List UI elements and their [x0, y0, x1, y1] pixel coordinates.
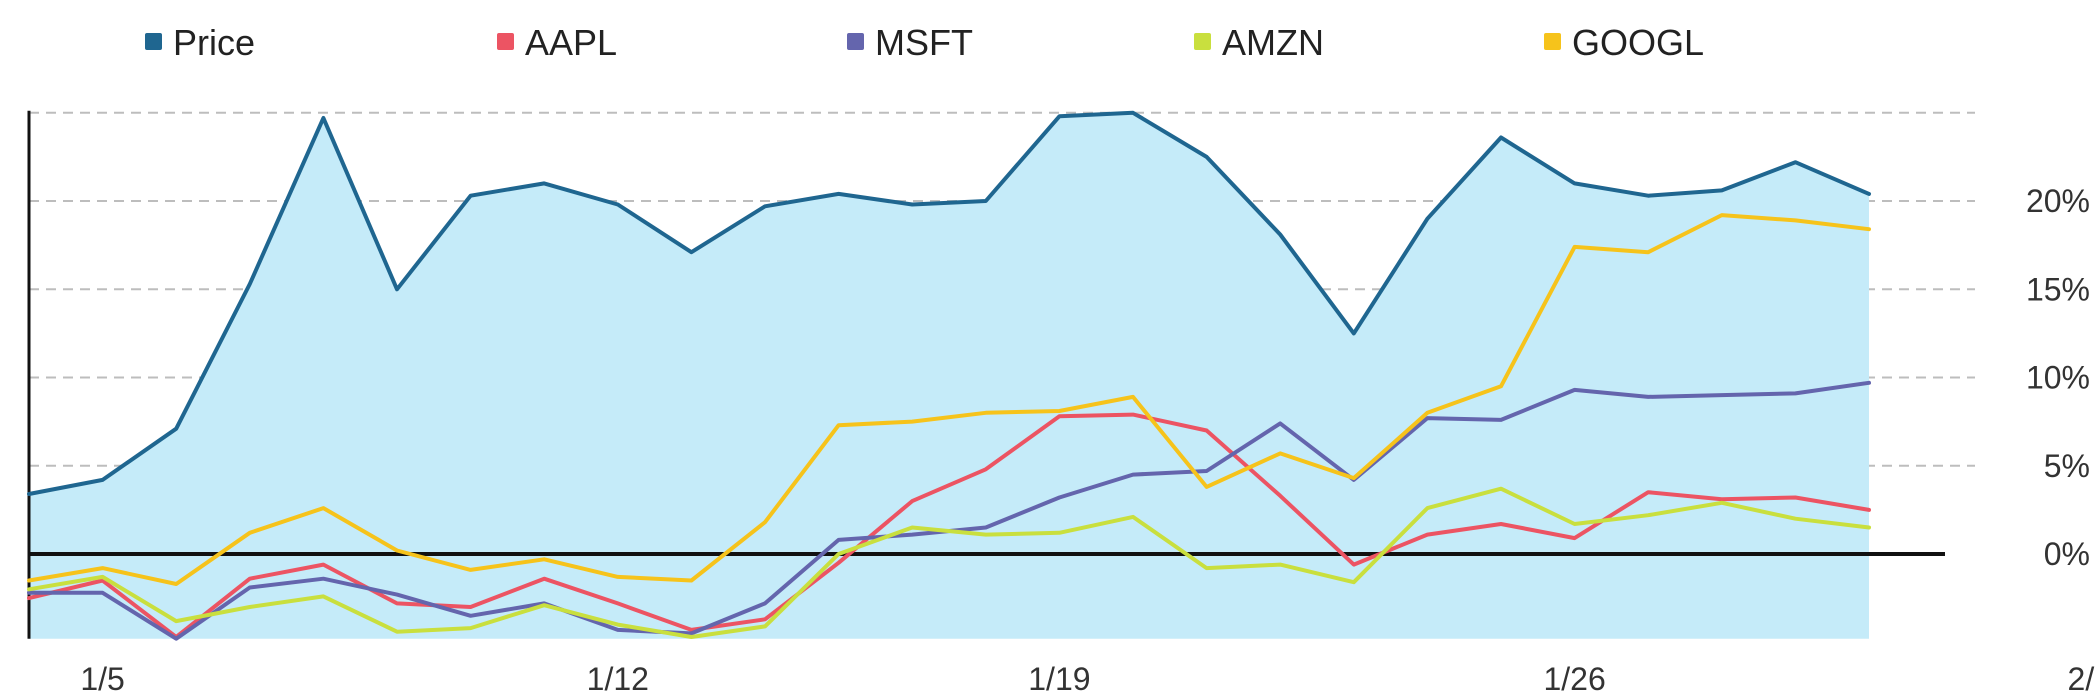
y-tick-label: 10%	[2026, 360, 2090, 396]
x-tick-label: 1/5	[80, 661, 124, 697]
legend-label-amzn: AMZN	[1222, 22, 1324, 63]
series-line-amzn	[27, 486, 1871, 639]
y-tick-label: 5%	[2044, 448, 2090, 484]
axis-layer	[27, 110, 1945, 639]
y-tick-label: 20%	[2026, 183, 2090, 219]
lines-layer	[27, 110, 1871, 641]
tick-labels: 1/51/121/191/262/22/90%5%10%15%20%	[80, 183, 2095, 697]
series-line-price	[27, 110, 1871, 496]
series-line-googl	[27, 213, 1871, 586]
y-tick-label: 15%	[2026, 271, 2090, 307]
legend-swatch-msft	[847, 33, 864, 50]
y-tick-label: 0%	[2044, 536, 2090, 572]
series-line-aapl	[27, 412, 1871, 639]
x-tick-label: 1/26	[1543, 661, 1605, 697]
legend-swatch-price	[145, 33, 162, 50]
x-tick-label: 1/12	[587, 661, 649, 697]
legend: Price AAPL MSFT AMZN GOOGL	[145, 22, 1704, 63]
legend-label-price: Price	[173, 22, 255, 63]
legend-swatch-amzn	[1194, 33, 1211, 50]
x-tick-label: 2/2	[2068, 661, 2095, 697]
legend-label-googl: GOOGL	[1572, 22, 1704, 63]
price-area	[29, 112, 1869, 639]
legend-label-msft: MSFT	[875, 22, 973, 63]
legend-swatch-googl	[1544, 33, 1561, 50]
legend-swatch-aapl	[497, 33, 514, 50]
legend-label-aapl: AAPL	[525, 22, 617, 63]
area-layer	[29, 112, 1869, 639]
x-tick-label: 1/19	[1028, 661, 1090, 697]
